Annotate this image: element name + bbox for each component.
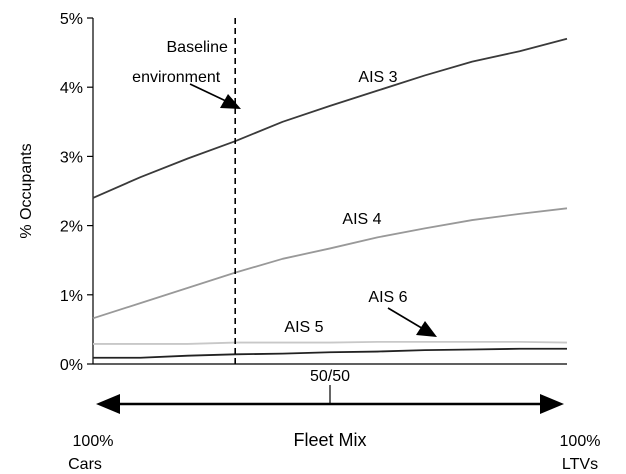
baseline-arrow <box>189 83 241 109</box>
y-tick-label: 3% <box>60 149 83 166</box>
series-lines <box>92 37 568 359</box>
right-arrowhead <box>540 394 564 414</box>
right-end-label-line1: 100% <box>560 433 601 450</box>
ais6-arrow <box>387 307 437 337</box>
series-labels: AIS 3 AIS 4 AIS 5 AIS 6 <box>284 69 407 336</box>
series-label-ais-6: AIS 6 <box>368 289 407 306</box>
fleet-mix-axis <box>96 385 564 414</box>
midpoint-label: 50/50 <box>310 368 350 385</box>
y-tick-label: 2% <box>60 219 83 236</box>
y-tick-label: 5% <box>60 11 83 28</box>
series-label-ais-3: AIS 3 <box>358 69 397 86</box>
plot-frame <box>92 18 567 365</box>
series-label-ais-4: AIS 4 <box>342 211 381 228</box>
baseline-label-line1: Baseline <box>167 39 228 56</box>
y-ticks: 0% 1% 2% 3% 4% 5% <box>60 11 93 374</box>
y-tick-label: 1% <box>60 288 83 305</box>
left-arrowhead <box>96 394 120 414</box>
series-label-ais-5: AIS 5 <box>284 319 323 336</box>
baseline-label-line2: environment <box>132 69 221 86</box>
series-line-ais-5 <box>93 340 568 345</box>
y-tick-label: 0% <box>60 357 83 374</box>
left-end-label-line2: Cars <box>68 456 102 473</box>
series-line-ais-3 <box>92 37 568 199</box>
right-end-label-line2: LTVs <box>562 456 598 473</box>
y-tick-label: 4% <box>60 80 83 97</box>
fleet-mix-title: Fleet Mix <box>293 430 366 450</box>
series-line-ais-4 <box>92 207 568 320</box>
series-line-ais-6 <box>93 347 567 359</box>
left-end-label-line1: 100% <box>73 433 114 450</box>
y-axis-label: % Occupants <box>18 143 35 238</box>
